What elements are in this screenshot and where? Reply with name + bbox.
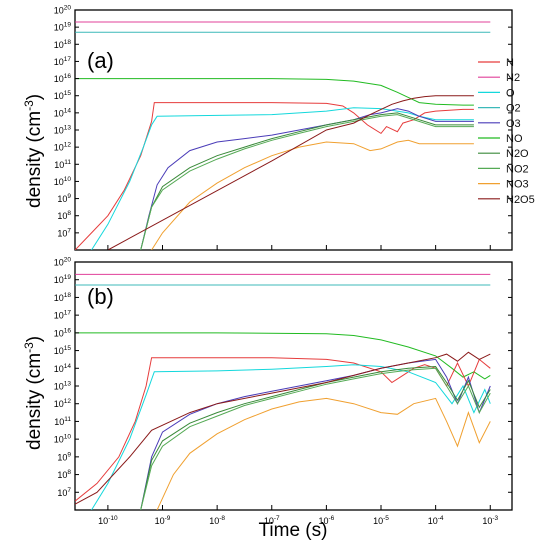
series-line-b-o (91, 364, 491, 510)
y-tick-label-a-17: 1017 (54, 56, 72, 67)
y-tick-label-a-15: 1015 (54, 90, 72, 101)
legend-label-n2o5: N2O5 (506, 194, 535, 206)
y-tick-label-a-11: 1011 (54, 159, 71, 170)
x-tick-label--6: 10-6 (318, 515, 334, 526)
series-line-a-o (91, 107, 474, 250)
panel-a-label: (a) (87, 48, 114, 73)
y-tick-label-b-8: 108 (57, 469, 71, 480)
series-line-b-no (75, 332, 491, 380)
y-tick-label-b-18: 1018 (54, 292, 72, 303)
y-tick-label-a-12: 1012 (54, 142, 72, 153)
legend-label-no3: NO3 (506, 179, 529, 191)
y-tick-label-b-12: 1012 (54, 398, 72, 409)
y-tick-label-a-10: 1010 (54, 176, 72, 187)
x-axis-title: Time (s) (259, 520, 328, 541)
panel-b-y-axis-title: density (cm-3) (22, 336, 45, 450)
series-line-b-no2 (140, 367, 491, 510)
series-line-b-o3 (140, 358, 491, 510)
x-tick-label--4: 10-4 (428, 515, 444, 526)
y-tick-label-b-11: 1011 (54, 416, 71, 427)
x-tick-label--5: 10-5 (373, 515, 389, 526)
series-line-a-n2o (140, 112, 474, 250)
y-tick-label-a-9: 109 (57, 193, 71, 204)
series-line-a-no2 (140, 114, 474, 250)
y-tick-label-b-15: 1015 (54, 345, 72, 356)
y-tick-label-b-14: 1014 (54, 363, 72, 374)
series-line-a-n (75, 102, 474, 250)
legend-label-no: NO (506, 133, 523, 145)
y-tick-label-b-7: 107 (57, 487, 71, 498)
y-tick-label-a-8: 108 (57, 210, 71, 221)
legend-label-n: N (506, 57, 514, 69)
y-tick-label-a-18: 1018 (54, 39, 72, 50)
x-tick-label--3: 10-3 (482, 515, 498, 526)
panel-a-y-axis-title: density (cm-3) (22, 94, 45, 208)
series-line-b-n2o (140, 365, 491, 510)
legend-label-o2: O2 (506, 103, 521, 115)
y-tick-label-a-13: 1013 (54, 125, 72, 136)
y-tick-label-b-17: 1017 (54, 310, 72, 321)
y-tick-label-a-14: 1014 (54, 107, 72, 118)
y-tick-label-a-19: 1019 (54, 22, 72, 33)
series-line-a-no (75, 78, 474, 106)
y-tick-label-b-13: 1013 (54, 381, 72, 392)
series-line-b-n2o5 (75, 351, 491, 505)
series-line-b-no3 (156, 397, 491, 510)
legend-label-n2: N2 (506, 72, 520, 84)
y-tick-label-b-20: 1020 (54, 257, 72, 268)
y-tick-label-a-20: 1020 (54, 5, 72, 16)
x-tick-label--10: 10-10 (98, 515, 118, 526)
y-tick-label-a-16: 1016 (54, 73, 72, 84)
series-line-a-no3 (151, 139, 474, 250)
y-tick-label-b-19: 1019 (54, 274, 72, 285)
y-tick-label-b-10: 1010 (54, 434, 72, 445)
legend-label-n2o: N2O (506, 148, 529, 160)
panel-a-frame (74, 9, 513, 251)
legend-label-no2: NO2 (506, 163, 529, 175)
y-tick-label-b-16: 1016 (54, 327, 72, 338)
y-tick-label-b-9: 109 (57, 451, 71, 462)
y-tick-label-a-7: 107 (57, 227, 71, 238)
x-tick-label--9: 10-9 (155, 515, 171, 526)
series-line-a-n2o5 (107, 95, 474, 250)
panel-b-label: (b) (87, 284, 114, 309)
x-tick-label--8: 10-8 (209, 515, 225, 526)
legend-label-o: O (506, 87, 515, 99)
x-tick-label--7: 10-7 (264, 515, 280, 526)
legend-label-o3: O3 (506, 118, 521, 130)
